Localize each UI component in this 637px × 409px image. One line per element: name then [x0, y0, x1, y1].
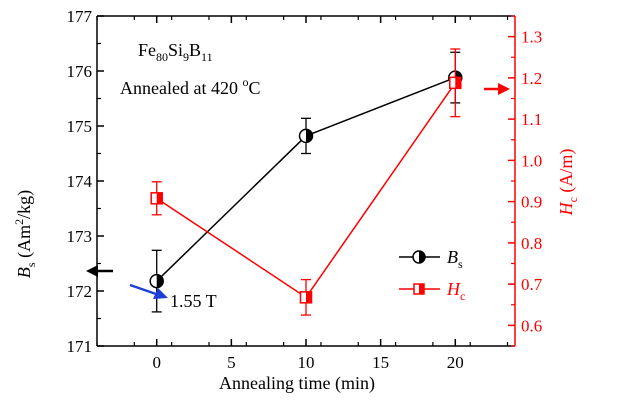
series-layer — [149, 48, 463, 316]
data-point-bs — [149, 273, 164, 289]
marker-fill — [156, 192, 163, 204]
marker-fill — [156, 274, 164, 288]
data-point-hc — [150, 192, 163, 205]
x-tick-label: 0 — [152, 353, 161, 372]
y-right-tick-label: 1.3 — [521, 28, 542, 47]
y-right-tick-label: 0.8 — [521, 234, 542, 253]
legend-entry-bs: Bs — [399, 247, 463, 271]
y-left-tick-label: 177 — [67, 7, 93, 26]
marker-fill — [455, 77, 461, 89]
composition-label: Fe80Si9B11 — [138, 40, 213, 64]
annealing-condition-label: Annealed at 420 oC — [120, 75, 260, 98]
y-right-tick-label: 0.6 — [521, 316, 542, 335]
y-left-tick-label: 175 — [67, 117, 93, 136]
y-right-tick-label: 1.1 — [521, 110, 542, 129]
legend: Bs Hc — [399, 247, 465, 303]
y-axis-right-title: Hc (A/m) — [556, 149, 580, 217]
right-axis-arrow-icon — [484, 83, 510, 95]
x-tick-label: 10 — [298, 353, 315, 372]
svg-text:Bs: Bs — [447, 247, 463, 271]
y-left-tick-label: 172 — [67, 282, 93, 301]
legend-entry-hc: Hc — [399, 279, 465, 303]
y-left-tick-label: 176 — [67, 62, 93, 81]
y-right-tick-label: 1.2 — [521, 69, 542, 88]
data-point-hc — [449, 76, 462, 90]
x-axis-title: Annealing time (min) — [219, 373, 375, 394]
y-left-tick-label: 171 — [67, 337, 93, 356]
y-left-tick-label: 173 — [67, 227, 93, 246]
data-point-hc — [299, 291, 313, 304]
axes: 0 5 10 15 20 171 172 173 174 175 176 177 0.6 0.7 0.8 0.… — [67, 7, 543, 372]
y-right-tick-label: 1.0 — [521, 151, 542, 170]
marker-fill — [306, 291, 312, 303]
svg-text:Hc: Hc — [446, 279, 465, 303]
x-tick-label: 5 — [227, 353, 236, 372]
y-left-tick-label: 174 — [67, 172, 93, 191]
x-tick-label: 15 — [372, 353, 389, 372]
blue-arrow-icon — [129, 283, 168, 299]
y-axis-left-title: Bs (Am2/kg) — [12, 190, 38, 278]
left-axis-arrow-icon — [86, 265, 113, 277]
y-right-tick-label: 0.9 — [521, 193, 542, 212]
marker-fill — [306, 129, 313, 143]
y-right-tick-label: 0.7 — [521, 275, 543, 294]
data-point-bs — [298, 128, 314, 144]
x-tick-label: 20 — [447, 353, 464, 372]
value-label-1-55t: 1.55 T — [170, 291, 217, 311]
